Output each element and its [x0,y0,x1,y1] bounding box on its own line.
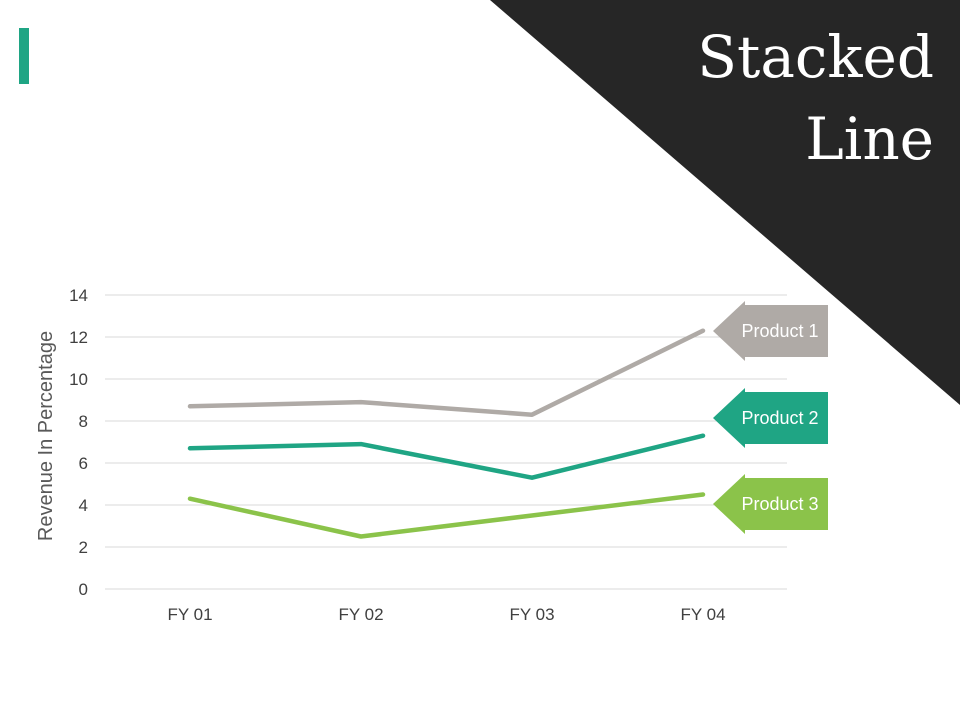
y-tick-label: 4 [79,496,88,515]
y-tick-label: 10 [69,370,88,389]
slide-title-line-1: Stacked [697,23,934,91]
x-tick-label: FY 03 [509,605,554,624]
y-tick-label: 12 [69,328,88,347]
y-tick-label: 14 [69,286,88,305]
y-tick-label: 0 [79,580,88,599]
series-line-3 [187,492,706,539]
slide-title-line-2: Line [805,105,934,173]
y-axis-ticks: 0 2 4 6 8 10 12 14 [69,286,88,599]
series-line-2 [187,433,706,480]
x-tick-label: FY 02 [338,605,383,624]
callout-arrow-1 [713,301,828,361]
y-axis-label: Revenue In Percentage [35,331,57,541]
x-axis-ticks: FY 01 FY 02 FY 03 FY 04 [167,605,725,624]
accent-bar [19,28,29,84]
legend-label-1: Product 1 [741,321,818,341]
y-tick-label: 2 [79,538,88,557]
legend-label-3: Product 3 [741,494,818,514]
callout-arrow-2 [713,388,828,448]
series-lines [187,328,706,539]
x-tick-label: FY 01 [167,605,212,624]
series-callouts: Product 1 Product 2 Product 3 [713,301,828,534]
y-tick-label: 8 [79,412,88,431]
legend-label-2: Product 2 [741,408,818,428]
series-line-1 [187,328,706,417]
callout-arrow-3 [713,474,828,534]
y-tick-label: 6 [79,454,88,473]
x-tick-label: FY 04 [680,605,725,624]
